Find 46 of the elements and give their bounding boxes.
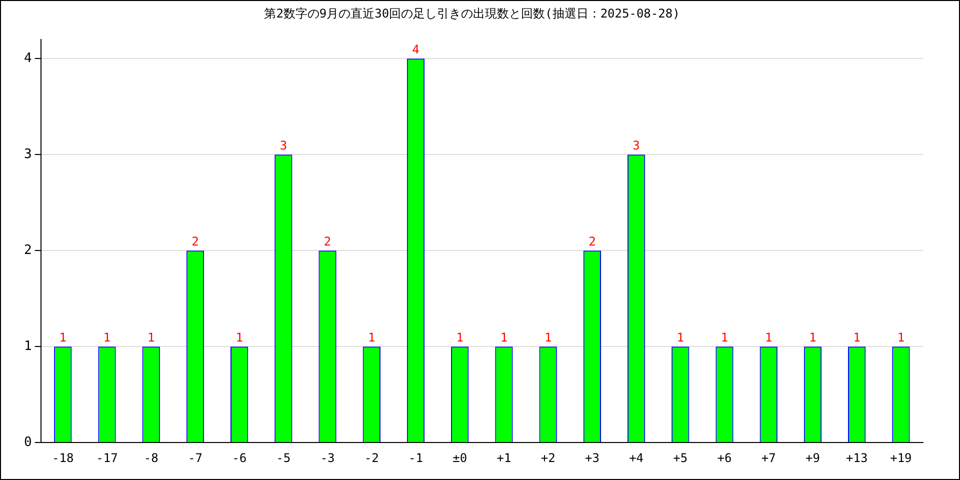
data-label: 2 xyxy=(192,234,199,249)
data-label: 1 xyxy=(765,330,772,345)
y-tick-label: 1 xyxy=(24,338,32,354)
x-tick-label: +9 xyxy=(806,450,820,465)
data-label: 1 xyxy=(456,330,464,345)
x-tick-label: +7 xyxy=(761,450,776,465)
y-tick-label: 2 xyxy=(24,242,32,258)
data-label: 1 xyxy=(59,330,66,345)
data-label: 1 xyxy=(368,330,376,345)
x-tick-label: -3 xyxy=(320,450,335,465)
data-label: 1 xyxy=(147,330,155,345)
x-tick-label: -8 xyxy=(144,450,158,465)
data-label: 3 xyxy=(280,138,288,153)
data-label: 1 xyxy=(236,330,243,345)
x-tick-label: -7 xyxy=(188,450,202,465)
x-tick-label: +6 xyxy=(717,450,732,465)
x-tick-label: -5 xyxy=(276,450,291,465)
x-tick-label: +13 xyxy=(846,450,868,465)
x-tick-label: -18 xyxy=(52,450,74,465)
x-tick-label: ±0 xyxy=(452,450,468,465)
data-label: 1 xyxy=(809,330,816,345)
x-tick-label: +3 xyxy=(584,450,600,465)
data-label: 4 xyxy=(412,42,420,57)
data-label: 1 xyxy=(103,330,111,345)
data-label: 1 xyxy=(676,330,684,345)
x-tick-label: -6 xyxy=(232,450,247,465)
data-label: 2 xyxy=(588,234,596,249)
data-label: 1 xyxy=(720,330,728,345)
x-tick-label: +1 xyxy=(496,450,512,465)
x-tick-label: +19 xyxy=(890,450,912,465)
x-tick-label: -17 xyxy=(96,450,118,465)
x-tick-label: +4 xyxy=(629,450,644,465)
chart-title: 第2数字の9月の直近30回の足し引きの出現数と回数(抽選日：2025-08-28) xyxy=(264,6,680,20)
x-tick-label: +2 xyxy=(540,450,556,465)
x-tick-label: +5 xyxy=(673,450,688,465)
data-label: 1 xyxy=(897,330,905,345)
y-tick-label: 0 xyxy=(24,434,32,450)
data-label: 1 xyxy=(500,330,508,345)
data-label: 2 xyxy=(324,234,332,249)
data-label: 3 xyxy=(632,138,640,153)
y-tick-label: 3 xyxy=(24,146,32,162)
x-tick-label: -2 xyxy=(364,450,379,465)
y-tick-label: 4 xyxy=(24,50,32,66)
x-tick-label: -1 xyxy=(408,450,423,465)
data-label: 1 xyxy=(853,330,860,345)
data-label: 1 xyxy=(544,330,552,345)
